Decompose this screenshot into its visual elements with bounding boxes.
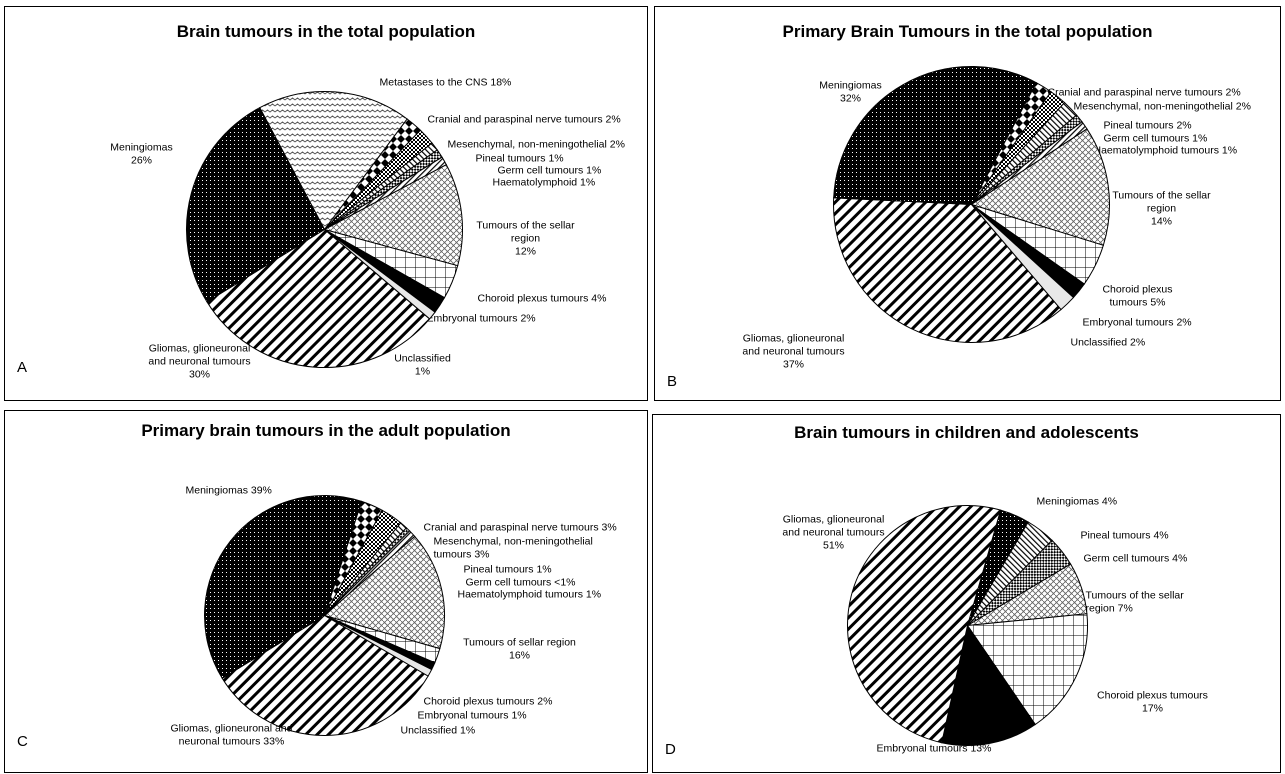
pie-slice-c-meningiomas <box>204 495 363 680</box>
slice-label-a-unclassified: Unclassified 1% <box>394 353 451 378</box>
pie-slice-d-embryonal-tumours <box>941 624 1036 746</box>
slice-label-b-mesenchymal-non-meningothelial: Mesenchymal, non-meningothelial 2% <box>1074 101 1251 113</box>
pie-slice-d-gliomas-glioneuronal-and-neuronal-tumours <box>847 505 1002 744</box>
slice-label-c-choroid-plexus-tumours: Choroid plexus tumours 2% <box>424 696 553 708</box>
pie-chart-c: Cranial and paraspinal nerve tumours 3% M… <box>171 485 617 748</box>
chart-panel-c: Primary brain tumours in the adult popul… <box>4 410 648 773</box>
chart-panel-d: Brain tumours in children and adolescent… <box>652 414 1281 773</box>
slice-label-c-unclassified: Unclassified 1% <box>401 725 476 737</box>
pie-slice-a-gliomas-glioneuronal-and-neuronal-tumours <box>206 228 431 368</box>
pie-chart-d: Meningiomas 4% Pineal tumours 4% Germ cell… <box>782 496 1208 755</box>
slice-label-c-pineal-tumours: Pineal tumours 1% <box>464 564 552 576</box>
slice-label-a-embryonal-tumours: Embryonal tumours 2% <box>427 313 536 325</box>
slice-label-c-haematolymphoid-tumours: Haematolymphoid tumours 1% <box>458 589 602 601</box>
slice-label-c-cranial-and-paraspinal-nerve-tumours: Cranial and paraspinal nerve tumours 3% <box>424 522 617 534</box>
slice-label-c-meningiomas: Meningiomas 39% <box>186 485 272 497</box>
pie-slice-a-metastases-to-the-cns <box>259 91 408 231</box>
slice-label-d-embryonal-tumours: Embryonal tumours 13% <box>877 743 992 755</box>
slice-label-c-embryonal-tumours: Embryonal tumours 1% <box>418 710 527 722</box>
slice-label-b-unclassified: Unclassified 2% <box>1071 337 1146 349</box>
slice-label-b-germ-cell-tumours: Germ cell tumours 1% <box>1104 133 1208 145</box>
slice-label-a-gliomas-glioneuronal-and-neuronal-tumours: Gliomas, glioneuronal and neuronal tumour… <box>148 343 250 381</box>
pie-slice-b-tumours-of-the-sellar-region <box>970 128 1110 246</box>
slice-label-b-embryonal-tumours: Embryonal tumours 2% <box>1083 317 1192 329</box>
slice-label-b-tumours-of-the-sellar-region: Tumours of the sellar region 14% <box>1112 190 1211 228</box>
panel-label-b: B <box>667 373 678 390</box>
slice-label-b-haematolymphoid-tumours: Haematolymphoid tumours 1% <box>1094 145 1238 157</box>
slice-label-a-haematolymphoid: Haematolymphoid 1% <box>493 177 596 189</box>
chart-panel-b: Primary Brain Tumours in the total popul… <box>654 6 1281 401</box>
pie-slice-b-meningiomas <box>833 66 1037 206</box>
slice-label-b-choroid-plexus-tumours: Choroid plexus tumours 5% <box>1102 284 1172 309</box>
slice-label-a-pineal-tumours: Pineal tumours 1% <box>476 153 564 165</box>
panel-label-a: A <box>17 359 28 376</box>
slice-label-b-gliomas-glioneuronal-and-neuronal-tumours: Gliomas, glioneuronal and neuronal tumour… <box>742 333 844 371</box>
slice-label-d-germ-cell-tumours: Germ cell tumours 4% <box>1084 553 1188 565</box>
pie-slice-c-gliomas-glioneuronal-and-neuronal-tumours <box>221 614 429 736</box>
pie-chart-a: Metastases to the CNS 18% Cranial and par… <box>110 77 625 381</box>
pie-slice-a-tumours-of-the-sellar-region <box>323 164 463 267</box>
pie-chart-b: Cranial and paraspinal nerve tumours 2% M… <box>742 66 1251 371</box>
slice-label-a-cranial-and-paraspinal-nerve-tumours: Cranial and paraspinal nerve tumours 2% <box>428 114 621 126</box>
slice-label-d-tumours-of-the-sellar-region: Tumours of the sellar region 7% <box>1086 590 1185 615</box>
chart-title-b: Primary Brain Tumours in the total popul… <box>782 22 1153 41</box>
slice-label-b-meningiomas: Meningiomas 32% <box>819 80 881 105</box>
slice-label-a-meningiomas: Meningiomas 26% <box>110 142 172 167</box>
slice-label-c-gliomas-glioneuronal-and-neuronal-tumours: Gliomas, glioneuronal and neuronal tumour… <box>171 723 293 748</box>
slice-label-a-mesenchymal-non-meningothelial: Mesenchymal, non-meningothelial 2% <box>448 139 625 151</box>
slice-label-c-germ-cell-tumours: Germ cell tumours <1% <box>466 577 576 589</box>
panel-label-d: D <box>665 741 676 758</box>
pie-slice-b-gliomas-glioneuronal-and-neuronal-tumours <box>833 197 1062 343</box>
slice-label-a-choroid-plexus-tumours: Choroid plexus tumours 4% <box>478 293 607 305</box>
slice-label-a-metastases-to-the-cns: Metastases to the CNS 18% <box>380 77 512 89</box>
pie-slice-c-tumours-of-sellar-region <box>323 535 445 650</box>
slice-label-d-meningiomas: Meningiomas 4% <box>1037 496 1118 508</box>
chart-title-c: Primary brain tumours in the adult popul… <box>141 421 511 440</box>
slice-label-d-gliomas-glioneuronal-and-neuronal-tumours: Gliomas, glioneuronal and neuronal tumour… <box>782 514 884 552</box>
chart-title-d: Brain tumours in children and adolescent… <box>794 423 1139 442</box>
slice-label-c-mesenchymal-non-meningothelial-tumours: Mesenchymal, non-meningothelial tumours 3… <box>434 536 593 561</box>
pie-slice-d-choroid-plexus-tumours <box>966 613 1088 726</box>
slice-label-b-pineal-tumours: Pineal tumours 2% <box>1104 120 1192 132</box>
slice-label-b-cranial-and-paraspinal-nerve-tumours: Cranial and paraspinal nerve tumours 2% <box>1048 87 1241 99</box>
chart-title-a: Brain tumours in the total population <box>176 22 476 41</box>
pie-slice-a-meningiomas <box>186 106 326 303</box>
slice-label-d-choroid-plexus-tumours: Choroid plexus tumours 17% <box>1097 690 1208 715</box>
chart-panel-a: Brain tumours in the total population A … <box>4 6 648 401</box>
slice-label-d-pineal-tumours: Pineal tumours 4% <box>1081 530 1169 542</box>
slice-label-a-tumours-of-the-sellar-region: Tumours of the sellar region 12% <box>476 220 575 258</box>
slice-label-a-germ-cell-tumours: Germ cell tumours 1% <box>498 165 602 177</box>
slice-label-c-tumours-of-sellar-region: Tumours of sellar region 16% <box>463 637 576 662</box>
panel-label-c: C <box>17 733 28 750</box>
